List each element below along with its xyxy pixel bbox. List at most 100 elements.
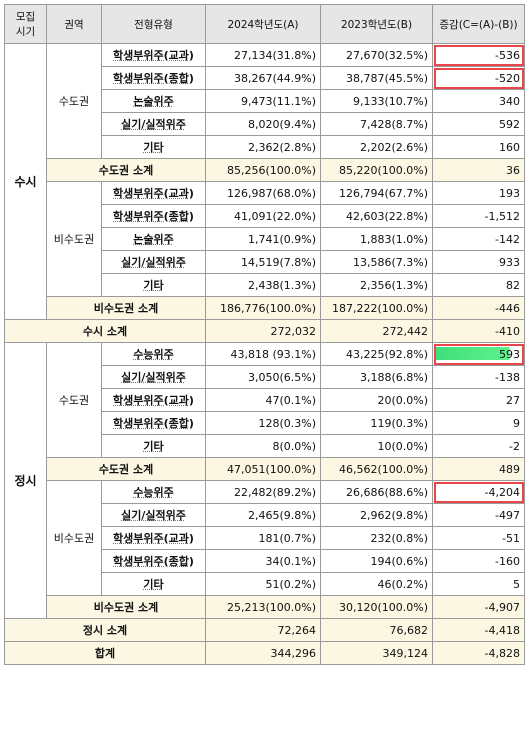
- change-cell: -2: [432, 434, 525, 458]
- value-cell: 2,465(9.8%): [205, 503, 321, 527]
- data-row: 학생부위주(종합) 38,267(44.9%) 38,787(45.5%) -520: [5, 66, 525, 90]
- header-cell: 증감(C=(A)-(B)): [432, 4, 525, 44]
- type-cell: 기타: [101, 135, 206, 159]
- region-cell: 수도권: [46, 342, 102, 458]
- value-cell: 27,134(31.8%): [205, 43, 321, 67]
- subtotal-label: 수시 소계: [4, 319, 206, 343]
- type-cell: 기타: [101, 434, 206, 458]
- region-subtotal-row: 수도권 소계 85,256(100.0%) 85,220(100.0%) 36: [5, 158, 525, 182]
- header-cell: 모집 시기: [4, 4, 47, 44]
- change-cell: 160: [432, 135, 525, 159]
- change-cell: -4,828: [432, 641, 525, 665]
- region-cell: 수도권: [46, 43, 102, 159]
- subtotal-label: 수도권 소계: [46, 158, 206, 182]
- data-row: 학생부위주(종합) 41,091(22.0%) 42,603(22.8%) -1,51…: [5, 204, 525, 228]
- change-cell: -4,418: [432, 618, 525, 642]
- type-cell: 학생부위주(종합): [101, 66, 206, 90]
- admission-table: 모집 시기 권역 전형유형 2024학년도(A) 2023학년도(B) 증감(C=(A)-…: [4, 4, 525, 665]
- change-cell: 933: [432, 250, 525, 274]
- value-cell: 38,787(45.5%): [320, 66, 433, 90]
- change-cell: 36: [432, 158, 525, 182]
- type-cell: 논술위주: [101, 89, 206, 113]
- period-subtotal-row: 수시 소계 272,032 272,442 -410: [4, 319, 525, 343]
- change-cell: -51: [432, 526, 525, 550]
- type-cell: 실기/실적위주: [101, 250, 206, 274]
- value-cell: 2,362(2.8%): [205, 135, 321, 159]
- value-cell: 3,050(6.5%): [205, 365, 321, 389]
- value-cell: 126,987(68.0%): [205, 181, 321, 205]
- value-cell: 128(0.3%): [205, 411, 321, 435]
- subtotal-label: 비수도권 소계: [46, 296, 206, 320]
- value-cell: 30,120(100.0%): [320, 595, 433, 619]
- value-cell: 47(0.1%): [205, 388, 321, 412]
- value-cell: 9,133(10.7%): [320, 89, 433, 113]
- value-cell: 38,267(44.9%): [205, 66, 321, 90]
- value-cell: 8,020(9.4%): [205, 112, 321, 136]
- data-row: 논술위주 9,473(11.1%) 9,133(10.7%) 340: [5, 89, 525, 113]
- value-cell: 1,741(0.9%): [205, 227, 321, 251]
- type-cell: 기타: [101, 572, 206, 596]
- period-subtotal-row: 정시 소계 72,264 76,682 -4,418: [4, 618, 525, 642]
- value-cell: 13,586(7.3%): [320, 250, 433, 274]
- value-cell: 349,124: [320, 641, 433, 665]
- total-label: 합계: [4, 641, 206, 665]
- value-cell: 3,188(6.8%): [320, 365, 433, 389]
- region-cell: 비수도권: [46, 480, 102, 596]
- data-row: 기타 2,438(1.3%) 2,356(1.3%) 82: [5, 273, 525, 297]
- header-cell: 전형유형: [101, 4, 206, 44]
- value-cell: 8(0.0%): [205, 434, 321, 458]
- type-cell: 학생부위주(교과): [101, 526, 206, 550]
- change-cell: -446: [432, 296, 525, 320]
- data-row: 논술위주 1,741(0.9%) 1,883(1.0%) -142: [5, 227, 525, 251]
- value-cell: 47,051(100.0%): [205, 457, 321, 481]
- value-cell: 46,562(100.0%): [320, 457, 433, 481]
- data-row: 실기/실적위주 2,465(9.8%) 2,962(9.8%) -497: [5, 503, 525, 527]
- total-row: 합계 344,296 349,124 -4,828: [4, 641, 525, 665]
- value-cell: 2,438(1.3%): [205, 273, 321, 297]
- change-cell: 489: [432, 457, 525, 481]
- value-cell: 272,442: [320, 319, 433, 343]
- header-row: 모집 시기 권역 전형유형 2024학년도(A) 2023학년도(B) 증감(C=(A)-…: [4, 4, 525, 44]
- change-cell: -410: [432, 319, 525, 343]
- period-cell: 정시: [4, 342, 47, 619]
- type-cell: 학생부위주(종합): [101, 549, 206, 573]
- value-cell: 126,794(67.7%): [320, 181, 433, 205]
- change-cell: 592: [432, 112, 525, 136]
- data-row: 기타 51(0.2%) 46(0.2%) 5: [5, 572, 525, 596]
- change-cell: -142: [432, 227, 525, 251]
- type-cell: 수능위주: [101, 480, 206, 504]
- change-cell: 9: [432, 411, 525, 435]
- value-cell: 2,962(9.8%): [320, 503, 433, 527]
- change-cell: -4,907: [432, 595, 525, 619]
- type-cell: 기타: [101, 273, 206, 297]
- change-cell: 5: [432, 572, 525, 596]
- type-cell: 실기/실적위주: [101, 112, 206, 136]
- value-cell: 41,091(22.0%): [205, 204, 321, 228]
- region-cell: 비수도권: [46, 181, 102, 297]
- type-cell: 논술위주: [101, 227, 206, 251]
- data-row: 학생부위주(종합) 128(0.3%) 119(0.3%) 9: [5, 411, 525, 435]
- data-row: 기타 2,362(2.8%) 2,202(2.6%) 160: [5, 135, 525, 159]
- value-cell: 42,603(22.8%): [320, 204, 433, 228]
- value-cell: 27,670(32.5%): [320, 43, 433, 67]
- value-cell: 76,682: [320, 618, 433, 642]
- data-row: 학생부위주(종합) 34(0.1%) 194(0.6%) -160: [5, 549, 525, 573]
- change-cell: 27: [432, 388, 525, 412]
- change-cell: -4,204: [432, 480, 525, 504]
- region-subtotal-row: 비수도권 소계 25,213(100.0%) 30,120(100.0%) -4,90…: [5, 595, 525, 619]
- type-cell: 학생부위주(교과): [101, 388, 206, 412]
- type-cell: 학생부위주(교과): [101, 181, 206, 205]
- value-cell: 85,220(100.0%): [320, 158, 433, 182]
- value-cell: 85,256(100.0%): [205, 158, 321, 182]
- value-cell: 43,225(92.8%): [320, 342, 433, 366]
- value-cell: 272,032: [205, 319, 321, 343]
- value-cell: 25,213(100.0%): [205, 595, 321, 619]
- change-cell: -536: [432, 43, 525, 67]
- type-cell: 실기/실적위주: [101, 365, 206, 389]
- type-cell: 학생부위주(종합): [101, 204, 206, 228]
- value-cell: 43,818 (93.1%): [205, 342, 321, 366]
- change-cell: 593: [432, 342, 525, 366]
- period-cell: 수시: [4, 43, 47, 320]
